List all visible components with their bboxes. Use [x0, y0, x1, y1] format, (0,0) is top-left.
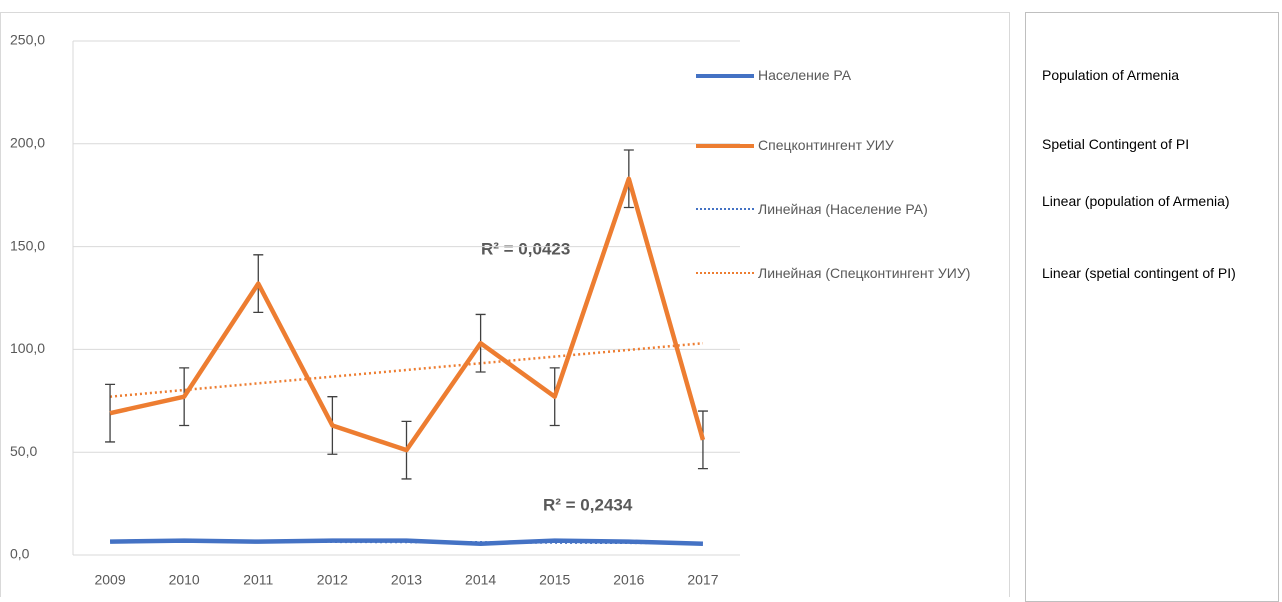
trendline [109, 341, 704, 398]
x-tick-label: 2011 [243, 572, 273, 588]
translation-panel: Population of Armenia Spetial Contingent … [1025, 12, 1279, 602]
x-tick-label: 2010 [169, 572, 200, 588]
y-tick-label: 150,0 [10, 237, 45, 253]
x-tick-label: 2017 [687, 572, 718, 588]
translation: Linear (population of Armenia) [1042, 193, 1230, 209]
x-tick-label: 2009 [94, 572, 125, 588]
annotation: R² = 0,2434 [543, 495, 633, 514]
x-tick-label: 2014 [465, 572, 496, 588]
series-line [109, 176, 706, 453]
translation: Linear (spetial contingent of PI) [1042, 265, 1236, 281]
translation: Spetial Contingent of PI [1042, 136, 1190, 152]
y-tick-label: 50,0 [10, 443, 37, 459]
x-tick-label: 2015 [539, 572, 570, 588]
chart-frame [0, 12, 1010, 597]
y-tick-label: 100,0 [10, 340, 45, 356]
translation: Population of Armenia [1042, 67, 1179, 83]
y-tick-label: 250,0 [10, 32, 45, 48]
y-tick-label: 0,0 [10, 546, 30, 562]
x-tick-label: 2013 [391, 572, 422, 588]
chart: R² = 0,0423 R² = 0,2434 0,0 50,0 100,0 150,… [0, 12, 1010, 597]
x-tick-label: 2012 [317, 572, 348, 588]
x-tick-label: 2016 [613, 572, 644, 588]
series-line [110, 538, 704, 546]
y-tick-label: 200,0 [10, 135, 45, 151]
annotation: R² = 0,0423 [481, 239, 570, 258]
